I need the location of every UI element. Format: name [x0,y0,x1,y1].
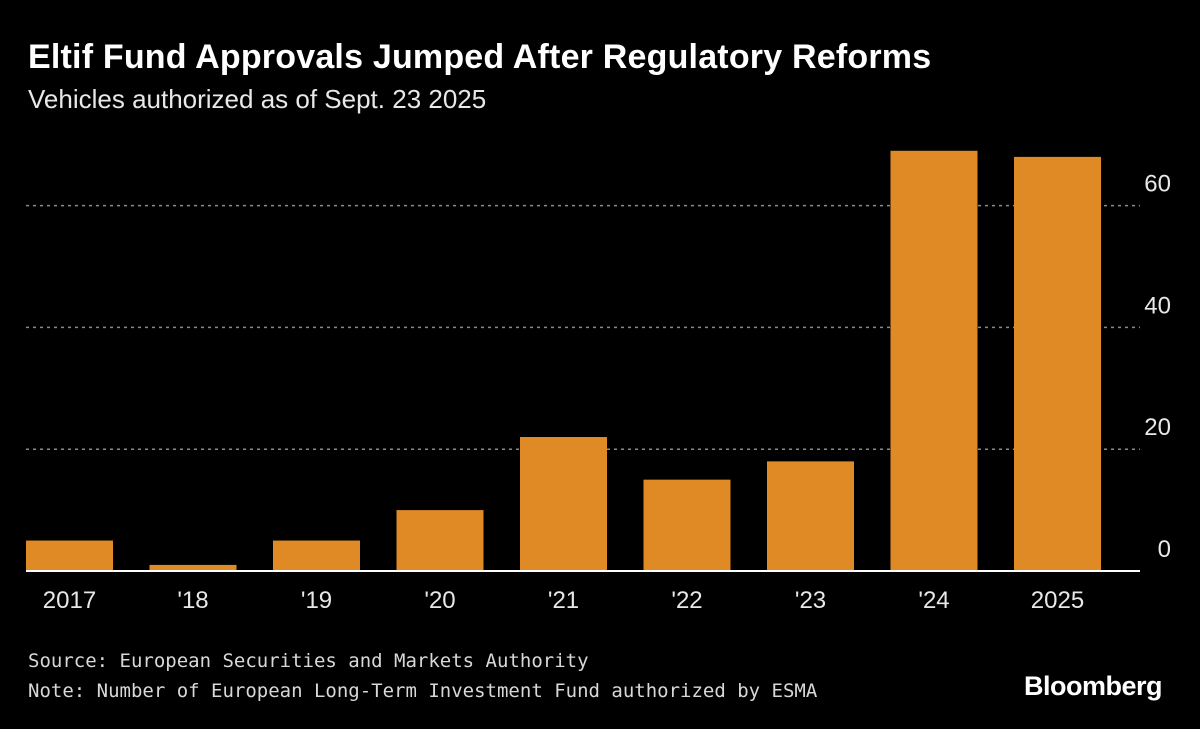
x-tick-label: '21 [548,587,579,614]
footnote: Note: Number of European Long-Term Inves… [28,680,818,702]
y-tick-label: 40 [1144,292,1171,319]
x-tick-labels: 2017 '18 '19 '20 '21 '22 '23 '24 2025 [43,587,1084,614]
bar [149,564,237,571]
x-tick-label: '24 [918,587,949,614]
bars [26,150,1101,572]
x-tick-label: '18 [177,587,208,614]
y-tick-label: 60 [1144,171,1171,198]
source-note: Source: European Securities and Markets … [28,650,589,672]
bar [396,510,484,571]
bar [767,461,854,571]
bar [520,437,607,571]
x-tick-label: 2017 [43,587,96,614]
x-tick-label: '23 [795,587,826,614]
chart-title: Eltif Fund Approvals Jumped After Regula… [28,38,932,76]
x-tick-label: '20 [424,587,455,614]
chart-subtitle: Vehicles authorized as of Sept. 23 2025 [28,84,487,114]
y-tick-labels: 0 20 40 60 [1144,171,1171,563]
y-tick-label: 0 [1158,536,1171,563]
x-tick-label: '19 [301,587,332,614]
bloomberg-logo: Bloomberg [1023,671,1163,701]
bar [643,479,731,571]
x-tick-label: 2025 [1031,587,1084,614]
bar [890,150,978,572]
bar [1014,156,1101,571]
y-tick-label: 20 [1144,414,1171,441]
bar [26,540,113,571]
bar [273,540,360,571]
x-tick-label: '22 [671,587,702,614]
